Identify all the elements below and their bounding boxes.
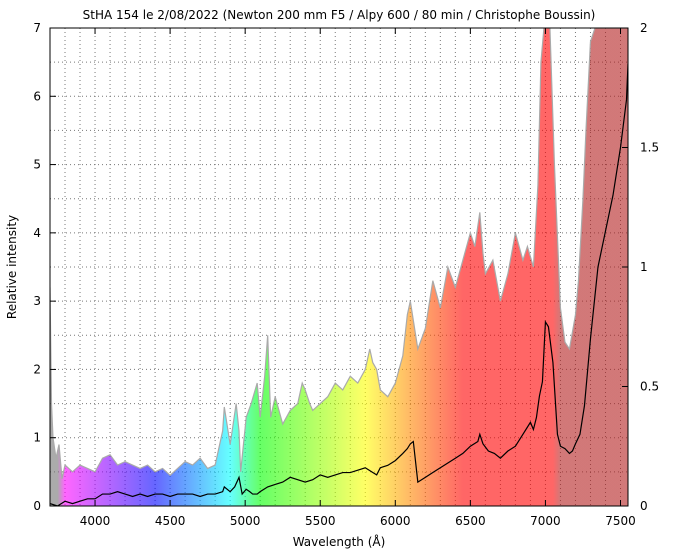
x-tick-label: 5500	[305, 514, 336, 528]
y-tick-label: 3	[33, 294, 41, 308]
y-tick-label: 7	[33, 21, 41, 35]
y-tick-label: 1	[33, 431, 41, 445]
x-axis: 4000 4500 5000 5500 6000 6500 7000 7500	[80, 28, 636, 528]
y2-tick-label: 2	[640, 21, 648, 35]
y-tick-label: 0	[33, 499, 41, 513]
y-tick-label: 6	[33, 89, 41, 103]
y-tick-label: 2	[33, 362, 41, 376]
chart-title: StHA 154 le 2/08/2022 (Newton 200 mm F5 …	[83, 8, 596, 22]
y2-tick-label: 1.5	[640, 141, 659, 155]
y2-tick-label: 0	[640, 499, 648, 513]
y2-axis: 0 0.5 1 1.5 2	[622, 21, 659, 513]
x-tick-label: 6500	[455, 514, 486, 528]
y-axis-title: Relative intensity	[5, 215, 19, 319]
y-tick-label: 5	[33, 158, 41, 172]
x-tick-label: 7000	[530, 514, 561, 528]
x-tick-label: 5000	[230, 514, 261, 528]
x-tick-label: 4000	[80, 514, 111, 528]
y2-tick-label: 1	[640, 260, 648, 274]
y-axis: 0 1 2 3 4 5 6 7	[33, 21, 56, 513]
x-axis-title: Wavelength (Å)	[293, 534, 386, 549]
x-tick-label: 7500	[605, 514, 636, 528]
x-tick-label: 4500	[155, 514, 186, 528]
spectrum-area-fill	[50, 28, 628, 506]
plot-area	[50, 28, 628, 506]
x-tick-label: 6000	[380, 514, 411, 528]
normalized-spectrum-line	[50, 63, 628, 506]
y-tick-label: 4	[33, 226, 41, 240]
raw-spectrum-line	[50, 28, 628, 479]
y2-tick-label: 0.5	[640, 380, 659, 394]
